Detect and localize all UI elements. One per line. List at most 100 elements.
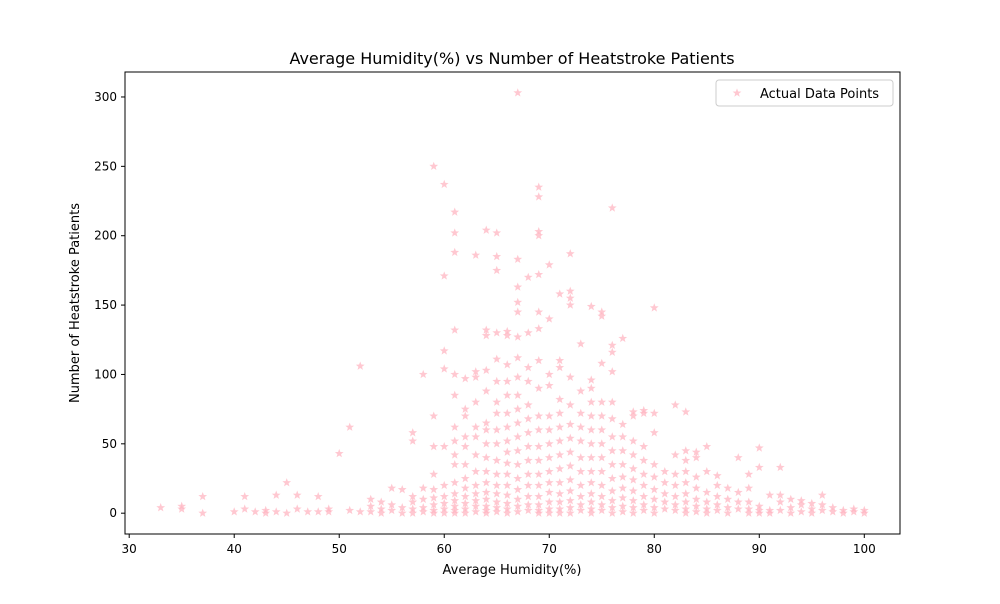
data-point	[565, 286, 575, 295]
data-point	[555, 289, 565, 298]
data-point	[838, 508, 848, 517]
data-point	[597, 311, 607, 320]
data-point	[240, 491, 250, 501]
data-point	[618, 446, 628, 455]
data-point	[513, 307, 523, 316]
data-point	[439, 271, 449, 280]
data-point	[555, 394, 565, 404]
data-point	[712, 500, 722, 509]
data-point	[250, 507, 260, 516]
data-point	[649, 503, 659, 512]
data-point	[481, 386, 491, 395]
data-point	[576, 386, 586, 395]
data-point	[513, 507, 523, 516]
data-point	[786, 494, 796, 504]
legend: Actual Data Points	[715, 79, 894, 107]
data-point	[513, 390, 523, 399]
data-point	[639, 408, 649, 418]
data-point	[502, 331, 512, 340]
data-point	[534, 383, 544, 393]
data-point	[534, 226, 544, 236]
data-point	[555, 464, 565, 473]
data-point	[618, 432, 628, 441]
data-point	[513, 494, 523, 504]
data-point	[628, 450, 638, 459]
data-point	[670, 480, 680, 490]
data-point	[576, 453, 586, 462]
data-point	[481, 325, 491, 334]
data-point	[691, 507, 701, 516]
data-point	[492, 265, 502, 275]
data-point	[754, 501, 764, 510]
data-point	[555, 497, 565, 506]
data-point	[723, 494, 733, 504]
data-point	[460, 441, 470, 451]
data-point	[481, 487, 491, 497]
data-point	[660, 478, 670, 487]
data-point	[439, 179, 449, 189]
data-point	[807, 508, 817, 517]
data-point	[639, 441, 649, 451]
data-point	[712, 505, 722, 515]
data-point	[471, 422, 481, 431]
data-point	[555, 508, 565, 517]
data-point	[345, 505, 355, 515]
data-point	[460, 460, 470, 469]
data-point	[376, 508, 386, 517]
x-tick-label: 40	[227, 542, 242, 556]
data-point	[712, 491, 722, 501]
data-point	[649, 408, 659, 418]
data-point	[691, 453, 701, 462]
data-point	[586, 489, 596, 498]
data-point	[502, 458, 512, 467]
data-point	[450, 369, 460, 379]
data-point	[492, 328, 502, 337]
y-tick-label: 150	[94, 298, 117, 312]
data-point	[492, 425, 502, 434]
data-point	[376, 504, 386, 513]
data-point	[744, 469, 754, 479]
data-point	[628, 407, 638, 416]
data-point	[607, 414, 617, 423]
x-tick-label: 100	[853, 542, 876, 556]
data-point	[408, 497, 418, 506]
data-point	[565, 419, 575, 429]
data-point	[492, 469, 502, 479]
y-tick-label: 250	[94, 159, 117, 173]
data-point	[618, 483, 628, 492]
data-point	[681, 455, 691, 465]
data-point	[555, 436, 565, 445]
data-point	[544, 439, 554, 448]
data-point	[492, 408, 502, 418]
data-point	[502, 447, 512, 456]
data-point	[597, 397, 607, 406]
data-point	[660, 504, 670, 513]
data-point	[408, 436, 418, 445]
data-point	[439, 491, 449, 501]
data-point	[681, 407, 691, 416]
y-tick-label: 0	[109, 506, 117, 520]
data-point	[555, 478, 565, 487]
x-tick-label: 50	[332, 542, 347, 556]
data-point	[523, 505, 533, 515]
data-point	[502, 508, 512, 517]
data-point	[324, 507, 334, 516]
y-tick-label: 50	[102, 437, 117, 451]
data-point	[597, 358, 607, 368]
data-point	[544, 369, 554, 379]
data-point	[775, 462, 785, 472]
data-point	[754, 443, 764, 452]
data-point	[418, 483, 428, 492]
data-point	[544, 411, 554, 420]
data-point	[534, 324, 544, 333]
data-point	[586, 478, 596, 487]
data-point	[555, 504, 565, 513]
data-point	[597, 307, 607, 316]
data-point	[555, 489, 565, 498]
data-point	[534, 182, 544, 191]
data-point	[555, 408, 565, 418]
data-point	[597, 466, 607, 476]
data-point	[607, 503, 617, 512]
data-point	[702, 504, 712, 513]
data-point	[607, 347, 617, 356]
